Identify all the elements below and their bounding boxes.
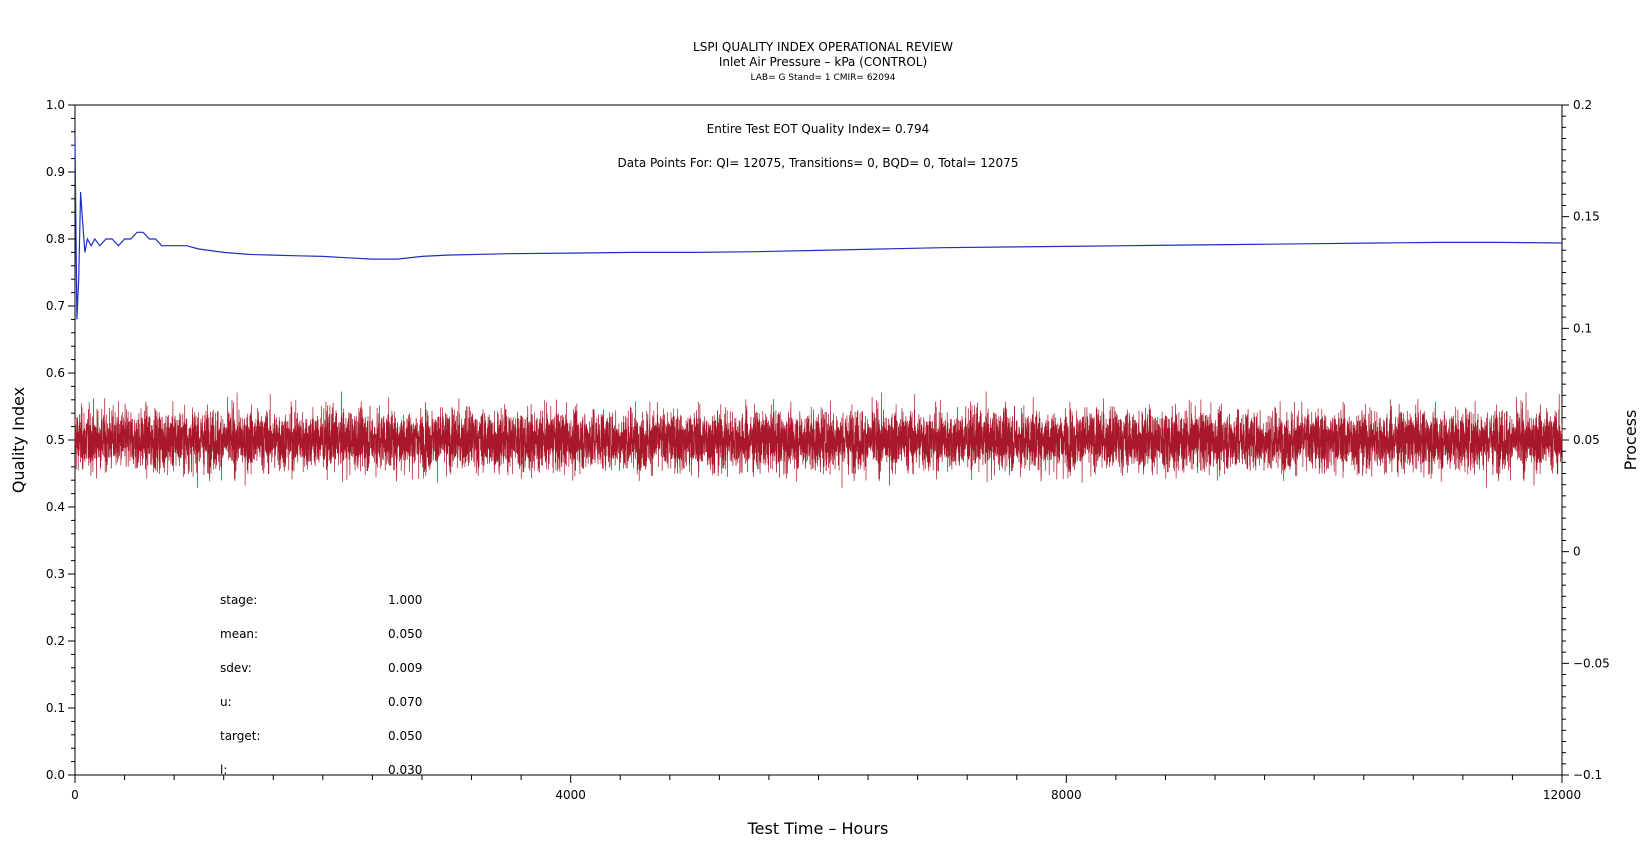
y-axis-left: 0.0 0.1 0.2 0.3 0.4 0.5 0.6 0.7 0.8 0.9 1.0 [46, 98, 75, 782]
data-points-annotation: Data Points For: QI= 12075, Transitions=… [618, 156, 1019, 170]
x-tick-label: 8000 [1051, 788, 1082, 802]
y2-tick-label: 0.15 [1573, 210, 1600, 224]
stat-label: stage: [220, 593, 257, 607]
eot-quality-index-annotation: Entire Test EOT Quality Index= 0.794 [707, 122, 930, 136]
y-tick-label: 0.1 [46, 701, 65, 715]
y2-tick-label: 0.1 [1573, 321, 1592, 335]
stat-value: 0.050 [388, 729, 422, 743]
chart-subtitle: Inlet Air Pressure – kPa (CONTROL) [719, 55, 927, 69]
y-axis-right: −0.1 −0.05 0 0.05 0.1 0.15 0.2 [1562, 98, 1610, 782]
x-tick-label: 0 [71, 788, 79, 802]
x-axis-label: Test Time – Hours [747, 819, 889, 838]
stat-value: 0.009 [388, 661, 422, 675]
stat-label: l: [220, 763, 227, 777]
process-series [74, 391, 1563, 488]
y-tick-label: 0.5 [46, 433, 65, 447]
y-tick-label: 0.2 [46, 634, 65, 648]
x-axis: 0 4000 8000 12000 [71, 775, 1581, 802]
y-tick-label: 1.0 [46, 98, 65, 112]
stat-value: 1.000 [388, 593, 422, 607]
y2-tick-label: −0.05 [1573, 656, 1610, 670]
stat-label: u: [220, 695, 232, 709]
stat-label: sdev: [220, 661, 252, 675]
chart-title: LSPI QUALITY INDEX OPERATIONAL REVIEW [693, 40, 953, 54]
y2-tick-label: 0.05 [1573, 433, 1600, 447]
process-line [74, 391, 1563, 488]
x-tick-label: 4000 [555, 788, 586, 802]
y2-tick-label: −0.1 [1573, 768, 1602, 782]
y-tick-label: 0.6 [46, 366, 65, 380]
x-tick-label: 12000 [1543, 788, 1581, 802]
stat-value: 0.070 [388, 695, 422, 709]
y-tick-label: 0.9 [46, 165, 65, 179]
y2-tick-label: 0.2 [1573, 98, 1592, 112]
y-tick-label: 0.3 [46, 567, 65, 581]
stat-value: 0.050 [388, 627, 422, 641]
stat-label: target: [220, 729, 261, 743]
y-tick-label: 0.8 [46, 232, 65, 246]
y2-tick-label: 0 [1573, 545, 1581, 559]
y-tick-label: 0.7 [46, 299, 65, 313]
stats-table: stage: 1.000 mean: 0.050 sdev: 0.009 u: … [220, 593, 422, 777]
stat-label: mean: [220, 627, 258, 641]
quality-index-line [74, 138, 1563, 320]
chart-subtitle-2: LAB= G Stand= 1 CMIR= 62094 [751, 73, 896, 83]
y-tick-label: 0.0 [46, 768, 65, 782]
stat-value: 0.030 [388, 763, 422, 777]
y2-axis-label: Process [1621, 410, 1640, 471]
y-tick-label: 0.4 [46, 500, 65, 514]
y-axis-label: Quality Index [9, 387, 28, 493]
